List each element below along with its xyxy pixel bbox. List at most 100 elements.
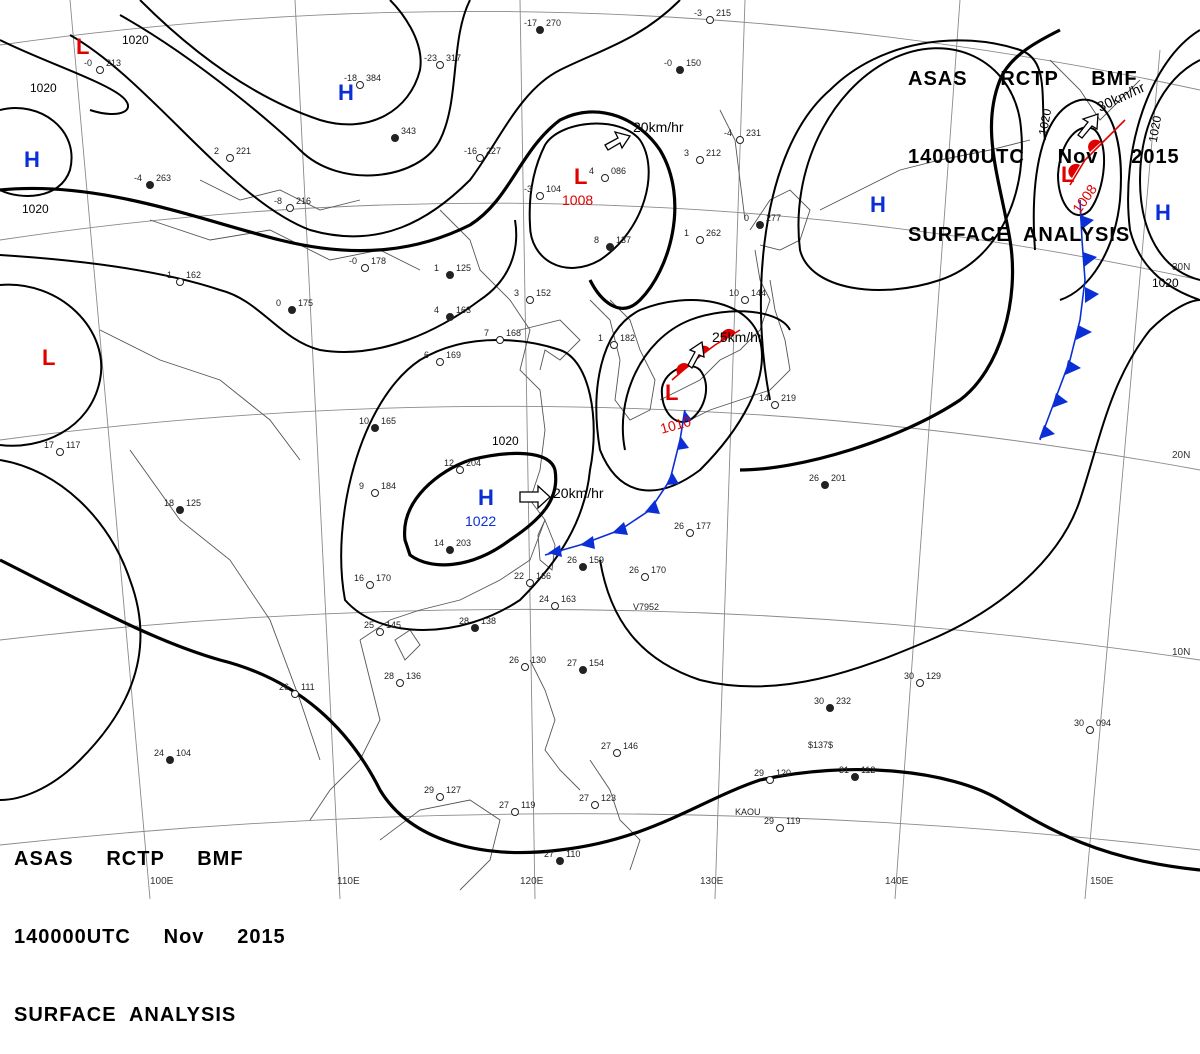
bohai-coast bbox=[519, 319, 581, 371]
isobar-west-low bbox=[0, 283, 103, 447]
station-temperature: -18 bbox=[344, 73, 357, 83]
motion-arrow-1 bbox=[604, 131, 632, 151]
station-temperature: 31 bbox=[839, 765, 849, 775]
station-plot: 212 3 bbox=[684, 148, 721, 164]
isobar-west-loop bbox=[0, 459, 142, 801]
station-pressure: 104 bbox=[176, 748, 191, 758]
station-plot: 125 18 bbox=[164, 498, 201, 514]
isobar-ne-low bbox=[1056, 126, 1106, 217]
station-temperature: 27 bbox=[567, 658, 577, 668]
isobar-label-c: 1020 bbox=[22, 202, 49, 216]
japan-kyushu bbox=[659, 249, 771, 401]
station-plot: 119 27 bbox=[499, 800, 535, 816]
high-pacific-symbol: H bbox=[870, 192, 886, 217]
station-temperature: 22 bbox=[514, 571, 524, 581]
china-coast bbox=[359, 209, 546, 641]
station-plot: 177 26 bbox=[674, 521, 711, 537]
station-cloud-marker bbox=[456, 466, 464, 474]
station-cloud-marker bbox=[436, 358, 444, 366]
station-cloud-marker bbox=[291, 690, 299, 698]
station-temperature: 26 bbox=[279, 682, 289, 692]
station-plot: 127 29 bbox=[424, 785, 461, 801]
station-plot: 119 29 bbox=[764, 816, 800, 832]
station-pressure: 182 bbox=[620, 333, 635, 343]
station-cloud-marker bbox=[371, 424, 379, 432]
station-temperature: 26 bbox=[509, 655, 519, 665]
station-temperature: 4 bbox=[434, 305, 439, 315]
station-temperature: -4 bbox=[724, 128, 732, 138]
station-cloud-marker bbox=[851, 773, 859, 781]
station-cloud-marker bbox=[536, 192, 544, 200]
station-temperature: 16 bbox=[354, 573, 364, 583]
station-temperature: 6 bbox=[424, 350, 429, 360]
station-plot: 144 10 bbox=[729, 288, 766, 304]
station-cloud-marker bbox=[521, 663, 529, 671]
station-temperature: 29 bbox=[424, 785, 434, 795]
station-pressure: 162 bbox=[186, 270, 201, 280]
isobar-bold-east bbox=[739, 28, 1061, 472]
low-ne-symbol: L bbox=[1061, 162, 1074, 187]
station-cloud-marker bbox=[916, 679, 924, 687]
station-plot: 086 4 bbox=[589, 166, 626, 182]
isobar-label-f: 1020 bbox=[1146, 114, 1164, 143]
station-cloud-marker bbox=[641, 573, 649, 581]
station-plot: 317 -23 bbox=[424, 53, 461, 69]
station-pressure: 219 bbox=[781, 393, 796, 403]
ship-tag-3: $137$ bbox=[808, 740, 833, 750]
station-pressure: 384 bbox=[366, 73, 381, 83]
station-cloud-marker bbox=[286, 204, 294, 212]
high-east-symbol: H bbox=[1155, 200, 1171, 225]
station-plot: 277 0 bbox=[744, 213, 781, 229]
station-plots: 270-17317-23384-18343227-162212263-4216-… bbox=[44, 8, 1111, 865]
coastlines bbox=[99, 59, 1141, 891]
station-cloud-marker bbox=[176, 278, 184, 286]
ship-tag-2: KAOU bbox=[735, 807, 761, 817]
station-cloud-marker bbox=[436, 793, 444, 801]
station-plot: 204 12 bbox=[444, 458, 481, 474]
station-pressure: 127 bbox=[446, 785, 461, 795]
station-cloud-marker bbox=[96, 66, 104, 74]
low-mongolia-value: 1008 bbox=[562, 192, 593, 208]
station-cloud-marker bbox=[826, 704, 834, 712]
station-cloud-marker bbox=[446, 313, 454, 321]
axis-labels: 100E 110E 120E 130E 140E 150E 10N 20N 30… bbox=[150, 262, 1190, 887]
station-temperature: -0 bbox=[84, 58, 92, 68]
station-pressure: 317 bbox=[446, 53, 461, 63]
low-korea-value: 1010 bbox=[658, 413, 692, 437]
lon-line-140e bbox=[894, 0, 961, 899]
station-pressure: 119 bbox=[521, 800, 535, 810]
station-temperature: 26 bbox=[809, 473, 819, 483]
station-temperature: -1 bbox=[164, 270, 172, 280]
station-temperature: 14 bbox=[434, 538, 444, 548]
station-temperature: 1 bbox=[598, 333, 603, 343]
station-cloud-marker bbox=[536, 26, 544, 34]
station-pressure: 178 bbox=[371, 256, 386, 266]
station-plot: 221 2 bbox=[214, 146, 251, 162]
station-plot: 136 28 bbox=[384, 671, 421, 687]
isobar-main-outer-2 bbox=[595, 299, 763, 492]
station-plot: 123 27 bbox=[579, 793, 616, 809]
lon-label-140e: 140E bbox=[885, 876, 909, 887]
station-temperature: -0 bbox=[664, 58, 672, 68]
station-pressure: 231 bbox=[746, 128, 761, 138]
station-cloud-marker bbox=[356, 81, 364, 89]
philippines-luzon bbox=[529, 659, 581, 791]
station-plot: 162 -1 bbox=[164, 270, 201, 286]
isobar-mongolia-inner bbox=[528, 122, 650, 269]
station-pressure: 175 bbox=[298, 298, 313, 308]
station-plot: 145 25 bbox=[364, 620, 401, 636]
station-temperature: 26 bbox=[629, 565, 639, 575]
lon-line-100e bbox=[69, 0, 151, 899]
isobar-ring-west bbox=[0, 107, 73, 197]
station-temperature: 25 bbox=[364, 620, 374, 630]
kurils bbox=[819, 139, 1031, 211]
station-cloud-marker bbox=[741, 296, 749, 304]
high-main-value: 1022 bbox=[465, 513, 496, 529]
low-west-symbol: L bbox=[42, 345, 55, 370]
station-plot: 125 1 bbox=[434, 263, 471, 279]
lon-line-120e bbox=[519, 0, 536, 899]
station-temperature: 27 bbox=[601, 741, 611, 751]
